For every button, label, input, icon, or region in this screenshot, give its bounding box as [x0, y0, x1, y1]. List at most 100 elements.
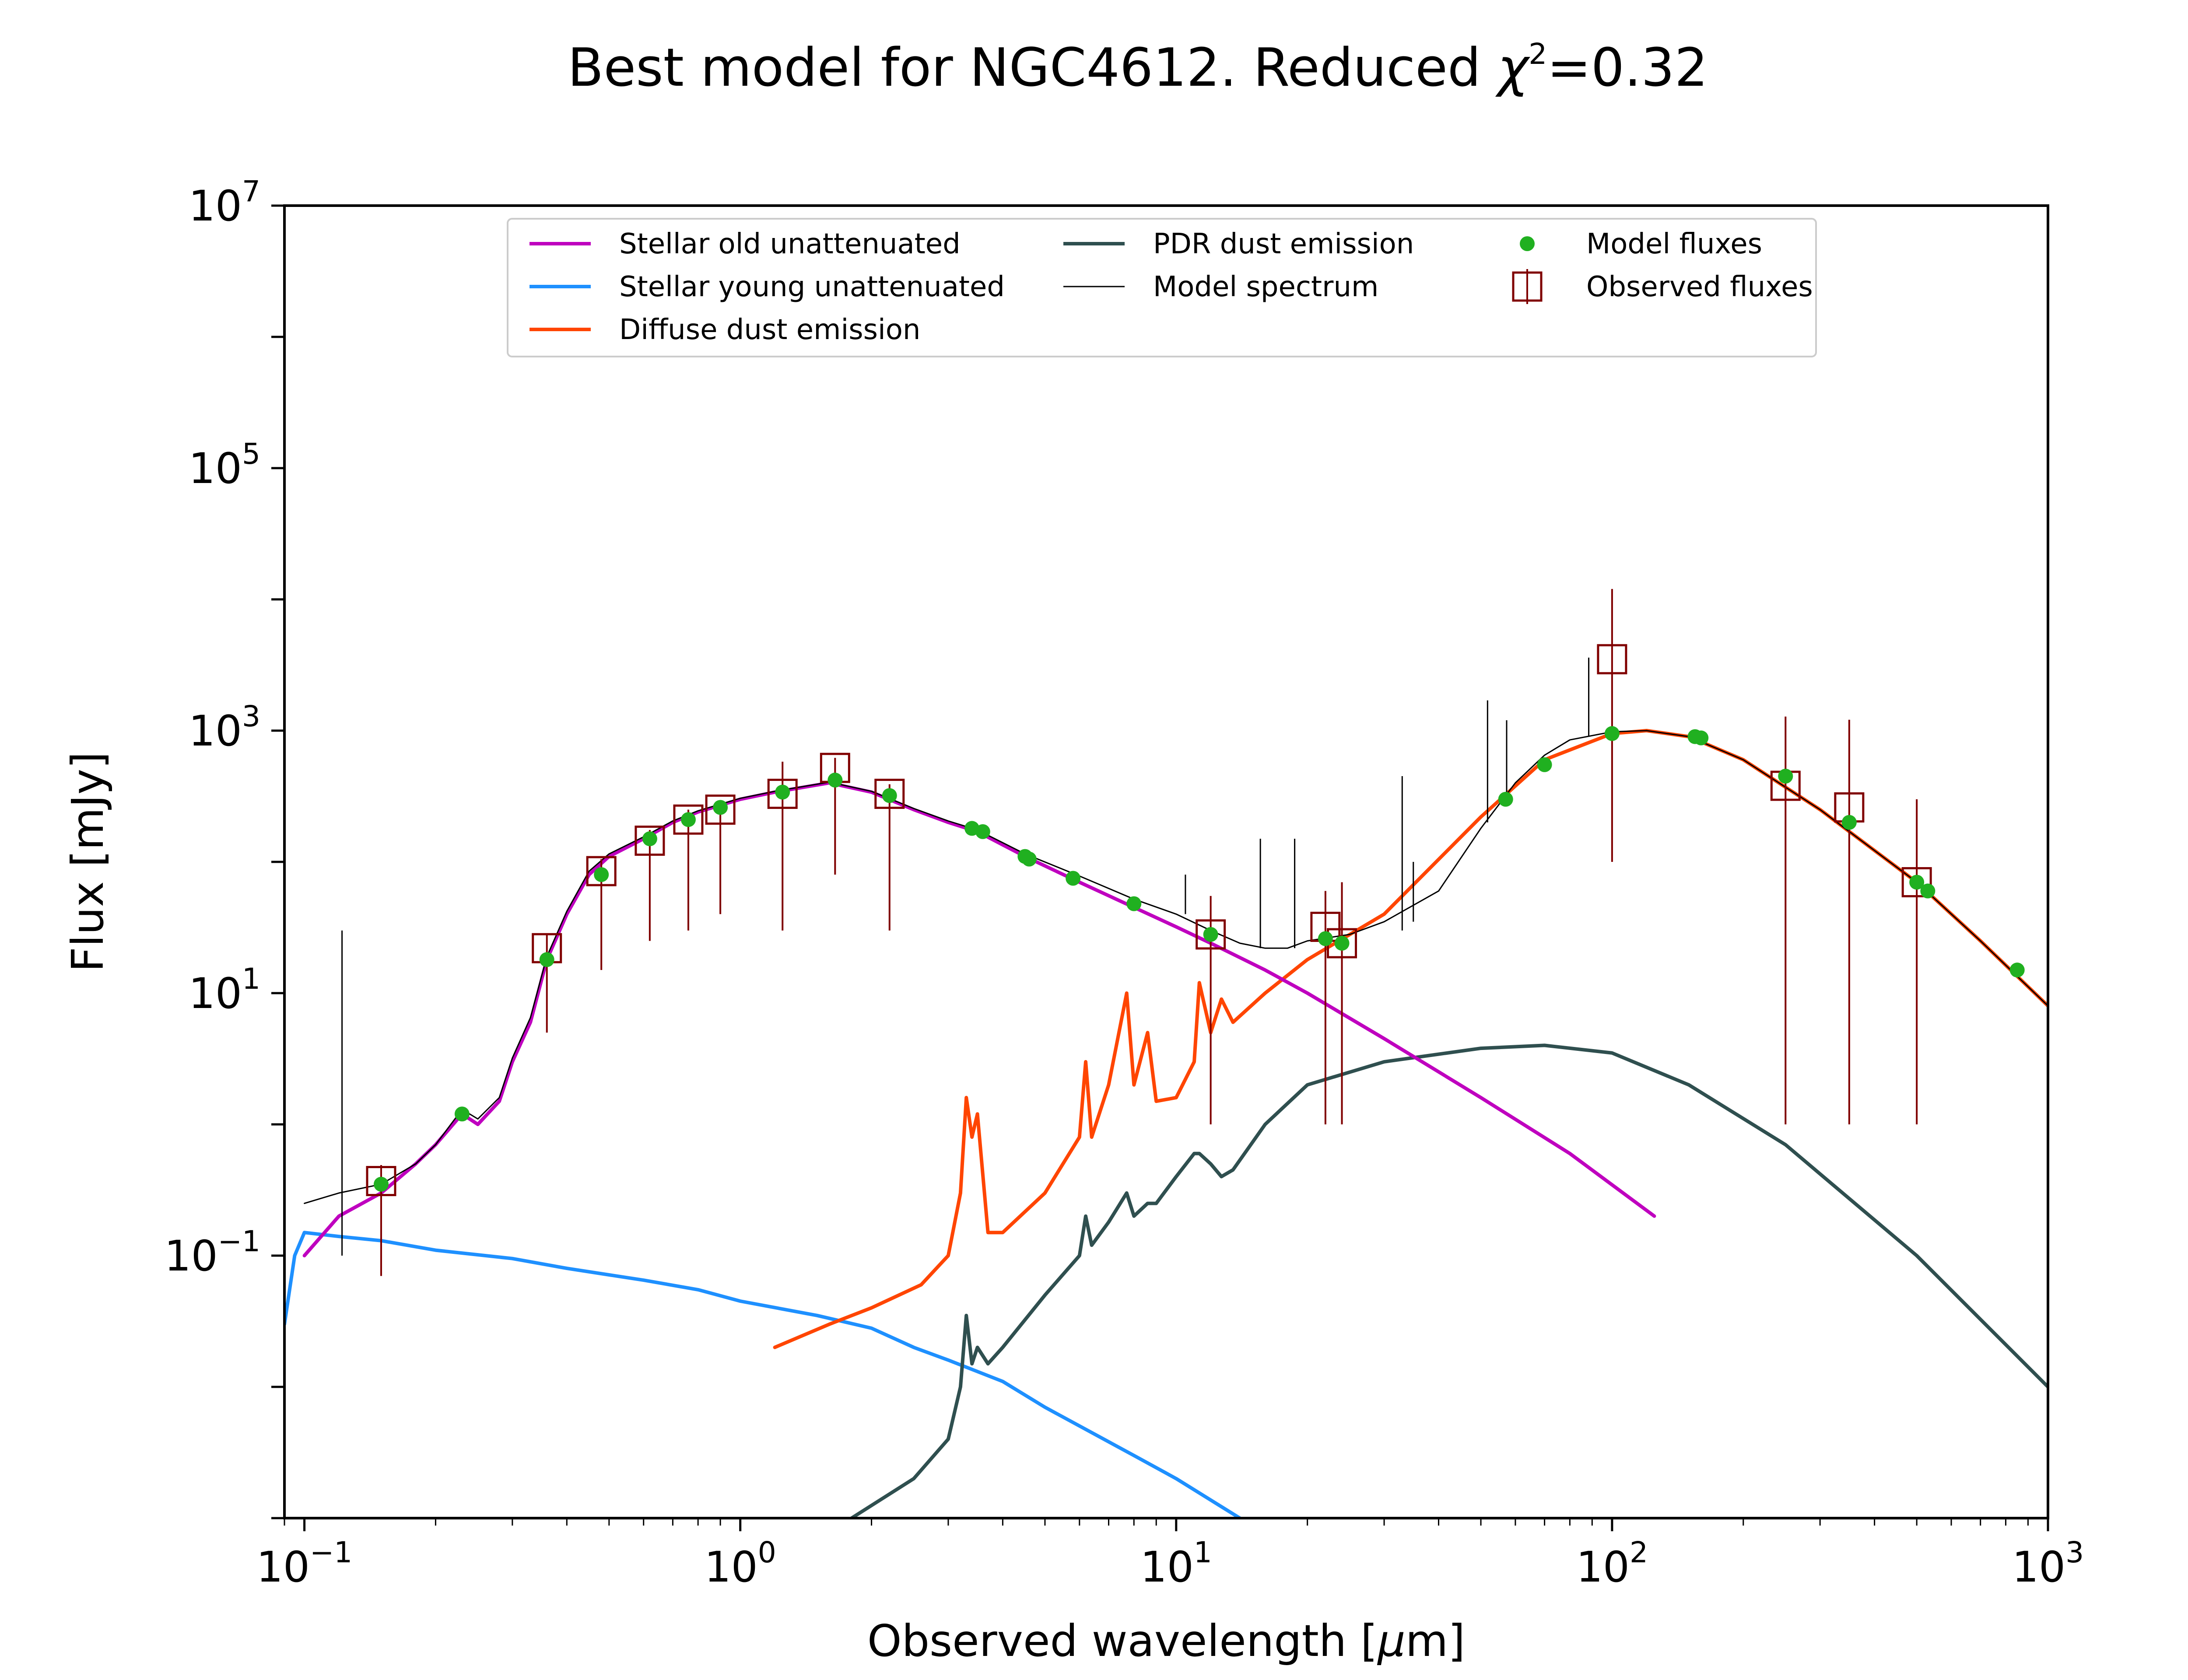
legend-item-stellar-old: Stellar old unattenuated	[529, 228, 961, 260]
observed-flux-marker	[1901, 867, 1932, 897]
chart-title-lead: Best model for NGC4612. Reduced	[568, 38, 1497, 98]
x-tick-exp: 2	[1630, 1536, 1648, 1569]
model-flux-point-2	[539, 952, 554, 967]
model-flux-point-15	[1126, 896, 1142, 911]
observed-flux-marker	[673, 804, 704, 835]
x-axis: 10−1 100 101 102 103	[256, 1518, 2084, 1592]
legend-item-diffuse-dust: Diffuse dust emission	[529, 314, 920, 346]
x-tick-exp: −1	[310, 1536, 352, 1569]
x-tick-exp: 0	[758, 1536, 776, 1569]
y-tick-base: 10	[189, 969, 242, 1018]
legend-label: Observed fluxes	[1586, 271, 1813, 303]
observed-flux-8	[874, 778, 905, 931]
x-tick-label-2: 101	[1140, 1536, 1212, 1592]
model-flux-point-23	[1694, 730, 1709, 746]
y-tick-exp: 7	[242, 175, 260, 208]
model-flux-point-20	[1537, 757, 1552, 772]
model-flux-point-9	[882, 788, 897, 803]
model-flux-point-16	[1203, 927, 1218, 942]
observed-flux-marker	[586, 856, 617, 886]
observed-flux-marker	[366, 1166, 396, 1197]
model-flux-point-6	[713, 800, 728, 815]
legend: Stellar old unattenuated Stellar young un…	[507, 218, 1817, 357]
observed-flux-3	[635, 826, 665, 941]
legend-item-stellar-young: Stellar young unattenuated	[529, 271, 1005, 303]
y-tick-label-4: 107	[189, 175, 260, 231]
observed-flux-12	[1597, 589, 1627, 862]
y-tick-base: 10	[165, 1232, 218, 1281]
observed-flux-15	[1901, 799, 1932, 1124]
y-tick-label-2: 103	[189, 700, 260, 756]
model-flux-point-13	[1021, 851, 1037, 867]
x-tick-exp: 1	[1194, 1536, 1212, 1569]
observed-flux-marker	[874, 778, 905, 809]
legend-label: Stellar young unattenuated	[619, 271, 1005, 303]
observed-flux-4	[673, 804, 704, 931]
legend-item-observed-fluxes: Observed fluxes	[1512, 269, 1813, 304]
legend-item-model-fluxes: Model fluxes	[1520, 228, 1762, 260]
model-flux-point-3	[594, 867, 609, 882]
x-tick-base: 10	[256, 1543, 310, 1592]
y-tick-exp: −1	[218, 1225, 260, 1258]
model-flux-point-18	[1334, 935, 1350, 951]
y-axis-label: Flux [mJy]	[62, 752, 113, 972]
x-tick-base: 10	[1576, 1543, 1630, 1592]
y-tick-label-0: 10−1	[165, 1225, 260, 1281]
x-axis-label-mu: μ	[1377, 1615, 1406, 1666]
legend-item-pdr-dust: PDR dust emission	[1063, 228, 1414, 260]
model-flux-point-1	[454, 1106, 470, 1122]
observed-flux-marker	[767, 778, 798, 809]
y-tick-base: 10	[189, 707, 242, 756]
chart-title-tail: =0.32	[1547, 38, 1708, 98]
model-flux-point-4	[642, 831, 657, 847]
legend-label: Stellar old unattenuated	[619, 228, 961, 260]
x-tick-exp: 3	[2065, 1536, 2084, 1569]
legend-item-model-spectrum: Model spectrum	[1063, 271, 1378, 303]
series-pdr-dust	[850, 1043, 2048, 1518]
model-flux-point-19	[1498, 791, 1513, 807]
x-tick-label-4: 103	[2012, 1536, 2084, 1592]
model-flux-point-21	[1604, 726, 1620, 741]
model-flux-point-7	[775, 784, 790, 800]
model-flux-point-0	[373, 1176, 389, 1192]
legend-label: Diffuse dust emission	[619, 314, 920, 346]
series-model-spectrum	[304, 730, 2048, 1204]
y-tick-exp: 3	[242, 700, 260, 733]
x-tick-label-0: 10−1	[256, 1536, 352, 1592]
model-flux-point-25	[1841, 815, 1857, 830]
legend-label: Model spectrum	[1153, 271, 1378, 303]
y-tick-base: 10	[189, 182, 242, 231]
model-flux-point-24	[1778, 769, 1793, 784]
legend-box	[507, 218, 1817, 357]
series-stellar-young	[284, 1231, 1242, 1518]
x-tick-base: 10	[705, 1543, 758, 1592]
plot-area	[284, 206, 2048, 1518]
x-axis-label-lead: Observed wavelength [	[867, 1615, 1378, 1666]
legend-swatch	[1512, 271, 1543, 302]
observed-flux-marker	[635, 826, 665, 856]
chart-title-exp: 2	[1529, 37, 1547, 71]
model-flux-point-26	[1909, 875, 1925, 890]
legend-label: Model fluxes	[1586, 228, 1762, 260]
y-tick-exp: 1	[242, 962, 260, 996]
observed-flux-marker	[1196, 919, 1226, 950]
model-flux-point-14	[1066, 871, 1081, 886]
series-stellar-old	[302, 781, 1656, 1257]
x-tick-base: 10	[1140, 1543, 1194, 1592]
chart-title-chi: χ	[1495, 38, 1530, 98]
x-tick-label-3: 102	[1576, 1536, 1648, 1592]
model-flux-point-27	[1920, 883, 1936, 899]
series-layer	[284, 589, 2048, 1518]
model-flux-point-11	[975, 824, 990, 839]
y-tick-label-3: 105	[189, 437, 260, 493]
x-axis-label: Observed wavelength [μm]	[867, 1615, 1465, 1666]
model-flux-point-8	[828, 773, 843, 788]
x-tick-base: 10	[2012, 1543, 2065, 1592]
model-flux-point-17	[1318, 931, 1333, 946]
y-tick-base: 10	[189, 444, 242, 493]
chart-title: Best model for NGC4612. Reduced χ2=0.32	[568, 37, 1708, 98]
x-axis-label-tail: m]	[1406, 1615, 1465, 1666]
y-tick-label-1: 101	[189, 962, 260, 1018]
